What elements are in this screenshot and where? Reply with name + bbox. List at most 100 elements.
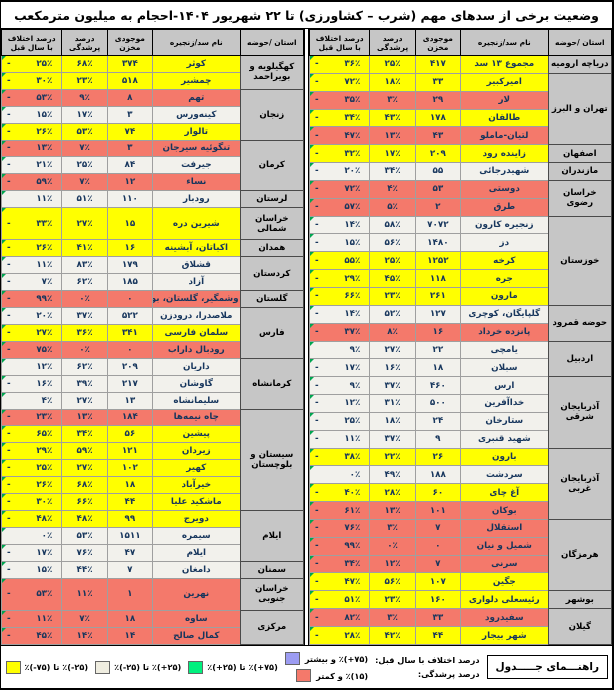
dam-name-cell: بارون — [461, 447, 550, 467]
volume-cell: ۱۶ — [107, 239, 155, 258]
table-row: فارس ملاصدرا، درودزن ۵۲۲ ۳۷٪ -۲۰٪ — [2, 307, 305, 359]
province-cell: کردستان — [240, 256, 305, 292]
table-row: کینه‌ورس ۳ ۱۷٪ -۱۵٪ — [2, 105, 305, 124]
volume-cell: ۱۰۷ — [415, 572, 463, 592]
table-row: کمال صالح ۱۴ ۱۴٪ -۴۵٪ — [2, 626, 305, 645]
volume-cell: ۱۶ — [415, 322, 463, 342]
table-header: استان /حوضه نام سد/زنجیره موجودی مخزن درصد … — [310, 29, 613, 56]
volume-cell: ۱۲۷ — [415, 304, 463, 324]
volume-cell: ۱۸ — [415, 358, 463, 378]
table-row: کهیر ۱۰۲ ۲۷٪ -۲۵٪ — [2, 459, 305, 478]
table-row: لرستان رودبار ۱۱۰ ۵۱٪ ۱۱٪ — [2, 190, 305, 209]
volume-cell: ۲ — [415, 197, 463, 217]
volume-cell: ۹ — [415, 429, 463, 449]
volume-cell: ۲۰۹ — [107, 357, 155, 376]
legend-item-label: (۷۵+)٪ تا (۲۵+)٪ — [208, 662, 279, 672]
diff-percent-cell: -۱۵٪ — [2, 560, 64, 579]
page-title: وضعیت برخی از سدهای مهم (شرب – کشاورزی) … — [2, 2, 613, 29]
diff-percent-cell: -۷۲٪ — [310, 179, 372, 199]
fill-percent-cell: ۴۵٪ — [370, 269, 417, 288]
dam-name-cell: شهید قنبری — [461, 429, 550, 449]
volume-cell: ۵۱۸ — [107, 71, 155, 90]
dam-name-cell: آغ چای — [461, 483, 550, 503]
volume-cell: ۱۲۵۲ — [415, 251, 463, 271]
table-row: بوشهر رئیسعلی دلواری ۱۶۰ ۲۳٪ -۵۱٪ — [310, 590, 613, 610]
dam-name-cell: رودبال داراب — [153, 340, 242, 359]
legend-labels: درصد اختلاف با سال قبل: درصد پرشدگی: — [376, 655, 480, 679]
table-row: خراسان جنوبی نهرین ۱ ۱۱٪ -۵۳٪ — [2, 577, 305, 611]
dam-name-cell: دویرج — [153, 509, 242, 528]
province-cell: مازندران — [548, 162, 613, 181]
volume-cell: ۸ — [107, 88, 155, 107]
legend-diff-label: درصد اختلاف با سال قبل: — [376, 655, 481, 665]
fill-percent-cell: ۲۵٪ — [370, 251, 417, 271]
volume-cell: ۲۱۷ — [107, 374, 155, 393]
fill-percent-cell: ۳۹٪ — [62, 374, 109, 393]
volume-cell: ۵۶ — [107, 425, 155, 444]
volume-cell: ۱۳ — [107, 391, 155, 410]
province-cell: سمنان — [240, 560, 305, 579]
volume-cell: ۵۵ — [415, 162, 463, 181]
dam-name-cell: کرخه — [461, 251, 550, 271]
province-cell: خوزستان — [548, 215, 613, 306]
diff-percent-cell: -۴۷٪ — [310, 572, 372, 592]
dam-name-cell: رئیسعلی دلواری — [461, 590, 550, 610]
volume-cell: ۳۷۴ — [107, 55, 155, 73]
diff-percent-cell: -۲۶٪ — [2, 122, 64, 141]
fill-percent-cell: ۵۱٪ — [62, 190, 109, 209]
volume-cell: ۴۷ — [107, 543, 155, 562]
dam-name-cell: سیمره — [153, 526, 242, 545]
diff-percent-cell: -۵۵٪ — [310, 251, 372, 271]
volume-cell: ۰ — [107, 340, 155, 359]
diff-percent-cell: -۲۰٪ — [310, 162, 372, 181]
dam-name-cell: ساوه — [153, 609, 242, 628]
table-row: جگین ۱۰۷ ۵۶٪ -۴۷٪ — [310, 572, 613, 592]
dam-name-cell: جگین — [461, 572, 550, 592]
table-row: کرخه ۱۲۵۲ ۲۵٪ -۵۵٪ — [310, 251, 613, 271]
diff-percent-cell: -۲۹٪ — [2, 442, 64, 461]
table-row: شهید قنبری ۹ ۳۷٪ -۱۱٪ — [310, 429, 613, 449]
dam-name-cell: سبلان — [461, 358, 550, 378]
fill-percent-cell: ۲۷٪ — [370, 340, 417, 360]
fill-percent-cell: ۱۷٪ — [370, 144, 417, 164]
fill-percent-cell: ۲۳٪ — [370, 286, 417, 306]
diff-percent-cell: -۲۱٪ — [2, 156, 64, 175]
tables-area: استان /حوضه نام سد/زنجیره موجودی مخزن درصد … — [2, 29, 613, 645]
legend-item-label: (۲۵-)٪ تا (۷۵-)٪ — [25, 662, 90, 672]
dam-name-cell: گاوشان — [153, 374, 242, 393]
legend_green-swatch — [189, 660, 205, 674]
volume-cell: ۳۳ — [415, 608, 463, 627]
legend-item-fill-low: (۱۵)٪ و کمتر — [286, 669, 369, 682]
volume-cell: ۴۴ — [415, 626, 463, 645]
fill-percent-cell: ۲۳٪ — [370, 590, 417, 610]
fill-percent-cell: ۷۶٪ — [62, 543, 109, 562]
volume-cell: ۱۴ — [107, 626, 155, 645]
table-row: آذربایجان غربی بارون ۲۶ ۲۲٪ -۳۸٪ — [310, 447, 613, 520]
fill-percent-cell: ۲۳٪ — [62, 71, 109, 90]
volume-cell: ۲۲ — [415, 340, 463, 360]
volume-cell: ۱۸ — [107, 476, 155, 495]
province-cell: خراسان رضوی — [548, 179, 613, 217]
table-row: دریاچه ارومیه مجموع ۱۳ سد ۴۱۷ ۲۵٪ -۳۶٪ — [310, 55, 613, 74]
dam-name-cell: طرق — [461, 197, 550, 217]
table-row: کرمانشاه داریان ۲۰۹ ۶۲٪ ۱۲٪ — [2, 357, 305, 410]
diff-percent-cell: -۱۳٪ — [2, 139, 64, 158]
diff-percent-cell: -۳۰٪ — [2, 493, 64, 511]
volume-cell: ۳ — [107, 105, 155, 124]
dam-name-cell: سردشت — [461, 465, 550, 485]
volume-cell: ۴۴ — [107, 493, 155, 511]
table-row: سبلان ۱۸ ۱۶٪ -۱۷٪ — [310, 358, 613, 378]
yellow-swatch — [6, 660, 22, 674]
volume-cell: ۵۲۲ — [107, 307, 155, 325]
table-row: شهر بیجار ۴۴ ۴۲٪ -۲۸٪ — [310, 626, 613, 645]
fill-percent-cell: ۳۷٪ — [370, 429, 417, 449]
volume-cell: ۶۰ — [415, 483, 463, 503]
fill-percent-cell: ۴۹٪ — [370, 465, 417, 485]
table-row: کرمان تنگوئیه سیرجان ۳ ۷٪ -۱۳٪ — [2, 139, 305, 192]
legend-scale-item: (۷۵+)٪ تا (۲۵+)٪ — [189, 660, 279, 674]
volume-cell: ۱۸۸ — [415, 465, 463, 485]
dam-name-cell: ملاصدرا، درودزن — [153, 307, 242, 325]
diff-percent-cell: -۳۴٪ — [310, 554, 372, 574]
tables-divider — [305, 29, 310, 645]
